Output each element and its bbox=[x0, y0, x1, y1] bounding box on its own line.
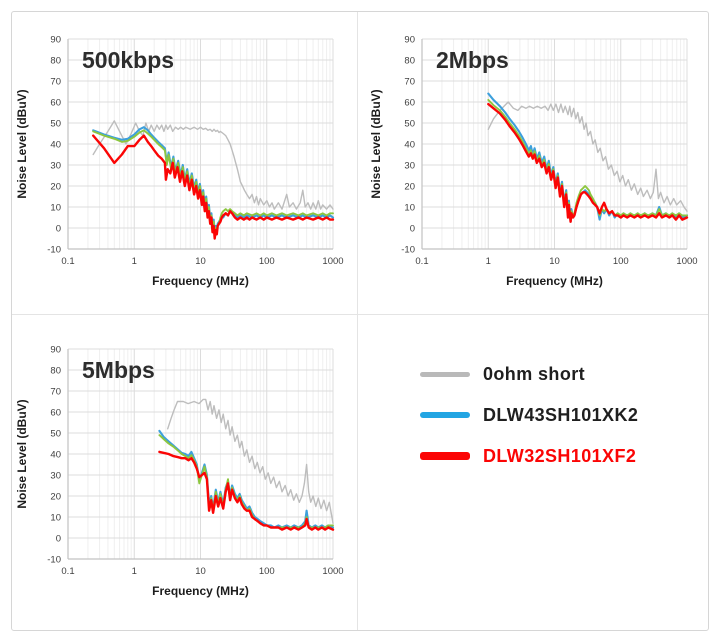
legend-body: 0ohm short DLW43SH101XK2 DLW32SH101XF2 bbox=[358, 315, 708, 467]
svg-text:Noise Level (dBuV): Noise Level (dBuV) bbox=[15, 89, 29, 198]
svg-text:30: 30 bbox=[404, 161, 415, 172]
svg-text:1: 1 bbox=[132, 256, 137, 267]
svg-text:70: 70 bbox=[50, 387, 61, 398]
chart-cell-2mbps: 90 80 70 60 50 40 30 20 10 0 -10 0.1 1 10 100 1000 Noise… bbox=[358, 12, 708, 315]
chart-5mbps: 90 80 70 60 50 40 30 20 10 0 -10 0.1 1 10 100 1000 Noise… bbox=[12, 323, 358, 623]
svg-text:10: 10 bbox=[50, 513, 61, 524]
svg-text:90: 90 bbox=[50, 35, 61, 46]
svg-text:80: 80 bbox=[404, 56, 415, 67]
svg-text:20: 20 bbox=[404, 182, 415, 193]
legend-panel: 0ohm short DLW43SH101XK2 DLW32SH101XF2 bbox=[358, 315, 708, 630]
svg-text:10: 10 bbox=[549, 256, 560, 267]
svg-text:20: 20 bbox=[50, 492, 61, 503]
svg-text:40: 40 bbox=[404, 140, 415, 151]
svg-text:20: 20 bbox=[50, 182, 61, 193]
legend-label-dlw32sh101xf2: DLW32SH101XF2 bbox=[483, 445, 637, 466]
figure-grid: 90 80 70 60 50 40 30 20 10 0 -10 0.1 1 10 100 1000 Noise… bbox=[12, 12, 708, 630]
legend-label-dlw43sh101xk2: DLW43SH101XK2 bbox=[483, 404, 639, 425]
svg-text:0: 0 bbox=[56, 534, 61, 545]
svg-text:-10: -10 bbox=[47, 245, 61, 256]
svg-text:70: 70 bbox=[404, 77, 415, 88]
svg-text:50: 50 bbox=[404, 119, 415, 130]
svg-text:100: 100 bbox=[259, 256, 275, 267]
svg-text:5Mbps: 5Mbps bbox=[82, 357, 155, 383]
svg-text:70: 70 bbox=[50, 77, 61, 88]
legend-item-dlw43sh101xk2: DLW43SH101XK2 bbox=[420, 404, 708, 426]
svg-text:0.1: 0.1 bbox=[61, 566, 74, 577]
svg-text:Noise Level (dBuV): Noise Level (dBuV) bbox=[15, 399, 29, 508]
svg-text:Frequency (MHz): Frequency (MHz) bbox=[506, 274, 603, 288]
svg-text:1000: 1000 bbox=[676, 256, 697, 267]
svg-text:40: 40 bbox=[50, 140, 61, 151]
chart-500kbps: 90 80 70 60 50 40 30 20 10 0 -10 0.1 1 10 100 1000 Noise… bbox=[12, 13, 358, 313]
chart-cell-5mbps: 90 80 70 60 50 40 30 20 10 0 -10 0.1 1 10 100 1000 Noise… bbox=[12, 315, 358, 630]
svg-text:80: 80 bbox=[50, 366, 61, 377]
svg-text:30: 30 bbox=[50, 471, 61, 482]
red-line-swatch-icon bbox=[420, 452, 470, 460]
svg-text:100: 100 bbox=[259, 566, 275, 577]
svg-text:0.1: 0.1 bbox=[415, 256, 428, 267]
svg-text:90: 90 bbox=[404, 35, 415, 46]
svg-text:2Mbps: 2Mbps bbox=[436, 47, 509, 73]
svg-text:0: 0 bbox=[56, 224, 61, 235]
svg-text:-10: -10 bbox=[401, 245, 415, 256]
svg-text:30: 30 bbox=[50, 161, 61, 172]
legend-item-0ohm-short: 0ohm short bbox=[420, 363, 708, 385]
svg-text:500kbps: 500kbps bbox=[82, 47, 174, 73]
svg-text:90: 90 bbox=[50, 345, 61, 356]
chart-cell-500kbps: 90 80 70 60 50 40 30 20 10 0 -10 0.1 1 10 100 1000 Noise… bbox=[12, 12, 358, 315]
legend-item-dlw32sh101xf2: DLW32SH101XF2 bbox=[420, 445, 708, 467]
svg-text:40: 40 bbox=[50, 450, 61, 461]
svg-text:10: 10 bbox=[50, 203, 61, 214]
svg-text:1: 1 bbox=[132, 566, 137, 577]
svg-text:60: 60 bbox=[50, 98, 61, 109]
gray-line-swatch-icon bbox=[420, 371, 470, 377]
svg-text:0: 0 bbox=[410, 224, 415, 235]
svg-text:50: 50 bbox=[50, 429, 61, 440]
figure-frame: 90 80 70 60 50 40 30 20 10 0 -10 0.1 1 10 100 1000 Noise… bbox=[11, 11, 709, 631]
svg-text:10: 10 bbox=[404, 203, 415, 214]
svg-text:Frequency (MHz): Frequency (MHz) bbox=[152, 584, 249, 598]
svg-text:80: 80 bbox=[50, 56, 61, 67]
svg-text:1000: 1000 bbox=[322, 256, 343, 267]
svg-text:60: 60 bbox=[50, 408, 61, 419]
svg-text:10: 10 bbox=[195, 256, 206, 267]
chart-2mbps: 90 80 70 60 50 40 30 20 10 0 -10 0.1 1 10 100 1000 Noise… bbox=[366, 13, 712, 313]
svg-text:60: 60 bbox=[404, 98, 415, 109]
svg-text:Noise Level (dBuV): Noise Level (dBuV) bbox=[369, 89, 383, 198]
svg-text:Frequency (MHz): Frequency (MHz) bbox=[152, 274, 249, 288]
svg-text:100: 100 bbox=[613, 256, 629, 267]
legend-label-0ohm-short: 0ohm short bbox=[483, 363, 586, 384]
svg-text:1000: 1000 bbox=[322, 566, 343, 577]
svg-text:50: 50 bbox=[50, 119, 61, 130]
svg-text:10: 10 bbox=[195, 566, 206, 577]
svg-text:1: 1 bbox=[486, 256, 491, 267]
svg-text:-10: -10 bbox=[47, 555, 61, 566]
svg-text:0.1: 0.1 bbox=[61, 256, 74, 267]
blue-line-swatch-icon bbox=[420, 412, 470, 418]
